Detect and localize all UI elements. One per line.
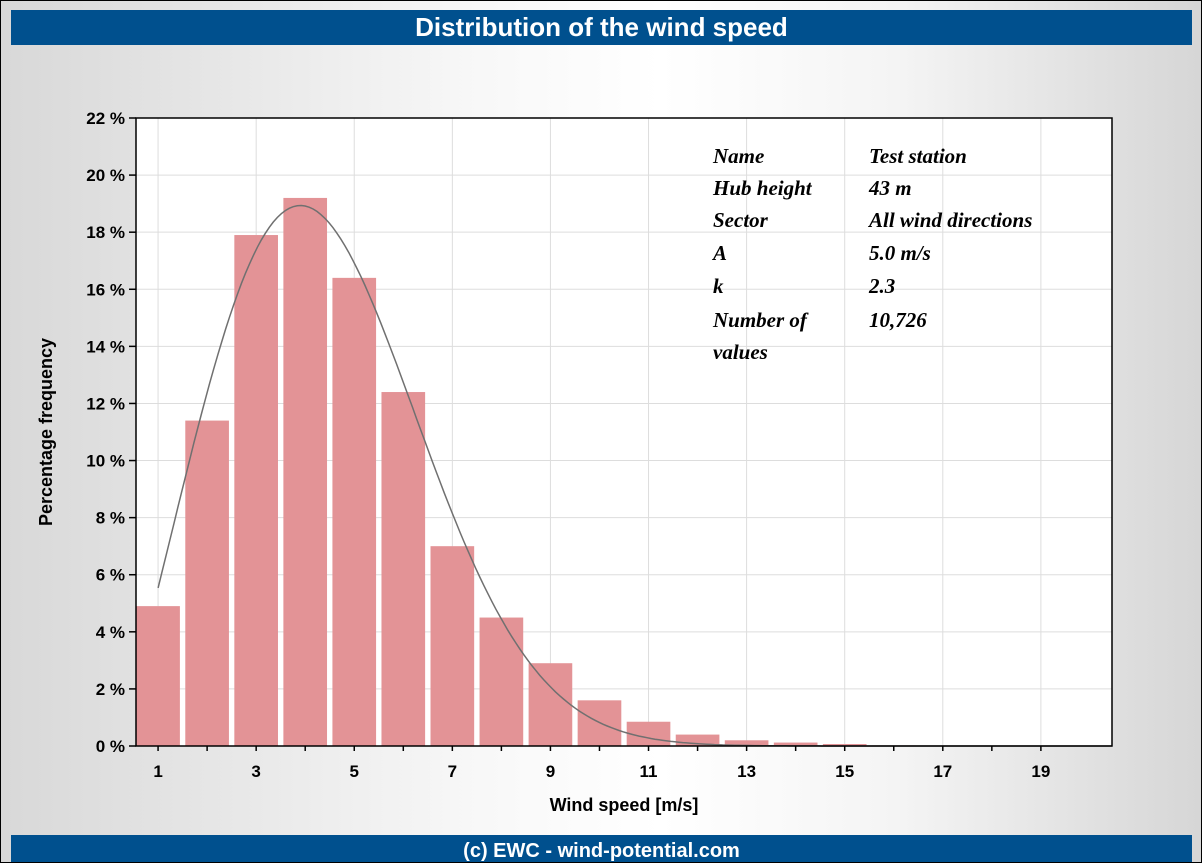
info-value-sector: All wind directions [867, 208, 1032, 232]
footer-credit: (c) EWC - wind-potential.com [11, 835, 1192, 862]
bar [430, 546, 475, 746]
x-tick-label: 13 [737, 762, 756, 781]
x-tick-label: 17 [933, 762, 952, 781]
info-label-line: Number of [712, 308, 809, 332]
bar [234, 235, 278, 746]
info-value-name: Test station [869, 144, 967, 168]
bar [528, 663, 573, 746]
x-tick-label: 11 [640, 762, 658, 781]
x-tick-label: 7 [448, 762, 457, 781]
y-tick-label: 14 % [86, 337, 125, 356]
info-label-hub-height: Hub height [712, 176, 813, 200]
x-tick-label: 9 [546, 762, 555, 781]
bar [626, 721, 671, 746]
bar [822, 744, 867, 746]
info-value-number-of-values: 10,726 [869, 308, 927, 332]
y-tick-label: 10 % [86, 452, 125, 471]
y-tick-label: 18 % [86, 223, 125, 242]
y-tick-label: 0 % [96, 737, 125, 756]
y-tick-label: 6 % [96, 566, 125, 585]
info-label-name: Name [712, 144, 764, 168]
info-value-a: 5.0 m/s [869, 241, 931, 265]
info-value-k: 2.3 [868, 274, 895, 298]
bar [675, 734, 720, 746]
y-tick-label: 2 % [96, 680, 125, 699]
bar [283, 197, 328, 747]
info-label-sector: Sector [713, 208, 769, 232]
bars-layer [136, 197, 965, 747]
info-label-number-of-values: Number of values [712, 308, 809, 364]
bar [185, 420, 229, 746]
plot-border [135, 117, 1113, 747]
x-tick-label: 19 [1031, 762, 1050, 781]
bar [724, 740, 769, 746]
y-tick-label: 4 % [96, 623, 125, 642]
bar [136, 606, 180, 746]
y-tick-label: 20 % [86, 166, 125, 185]
y-tick-label: 16 % [86, 280, 125, 299]
y-tick-label: 8 % [96, 509, 125, 528]
info-label-a: A [711, 241, 727, 265]
info-label-line: values [713, 340, 768, 364]
chart-title: Distribution of the wind speed [11, 10, 1192, 45]
info-label-k: k [713, 274, 724, 298]
y-axis-title: Percentage frequency [36, 338, 56, 526]
x-tick-label: 1 [153, 762, 162, 781]
info-table: Name Test station Hub height 43 m Sector… [711, 144, 1032, 364]
y-tick-label: 12 % [86, 394, 125, 413]
info-value-hub-height: 43 m [868, 176, 912, 200]
bar [332, 277, 377, 746]
bar [773, 742, 818, 746]
bar [381, 392, 426, 746]
bar [479, 617, 524, 746]
x-tick-label: 15 [835, 762, 854, 781]
x-tick-label: 3 [251, 762, 260, 781]
ticks-layer: 0 % 2 % 4 % 6 % 8 % 10 % 12 % 14 % 16 % 18 % 20 % 2… [86, 109, 1050, 781]
x-tick-label: 5 [350, 762, 359, 781]
x-axis-title: Wind speed [m/s] [550, 795, 699, 815]
y-tick-label: 22 % [86, 109, 125, 128]
